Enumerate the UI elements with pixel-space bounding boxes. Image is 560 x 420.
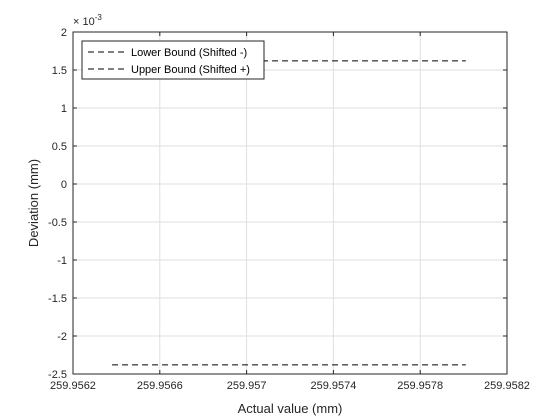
legend-label: Upper Bound (Shifted +)	[131, 64, 250, 76]
x-tick-label: 259.9578	[397, 380, 443, 392]
y-tick-label: 1.5	[52, 65, 67, 77]
y-tick-label: -0.5	[48, 217, 67, 229]
legend: Lower Bound (Shifted -) Upper Bound (Shif…	[82, 41, 264, 79]
x-tick-label: 259.9582	[484, 380, 530, 392]
y-tick-label: -2	[57, 331, 67, 343]
y-exponent-power: -3	[95, 13, 103, 22]
x-tick-label: 259.957	[227, 380, 267, 392]
y-tick-label: 2	[61, 27, 67, 39]
y-tick-label: -1	[57, 255, 67, 267]
y-tick-label: -2.5	[48, 369, 67, 381]
x-tick-labels: 259.9562 259.9566 259.957 259.9574 259.9578 2…	[50, 380, 530, 392]
y-tick-label: 1	[61, 103, 67, 115]
x-tick-label: 259.9574	[310, 380, 356, 392]
y-exponent-label: × 10-3	[73, 13, 102, 28]
y-axis-title: Deviation (mm)	[26, 159, 41, 247]
y-tick-label: 0.5	[52, 141, 67, 153]
plot-area	[73, 32, 507, 374]
legend-label: Lower Bound (Shifted -)	[131, 47, 247, 59]
x-tick-label: 259.9566	[137, 380, 183, 392]
y-tick-labels: -2.5 -2 -1.5 -1 -0.5 0 0.5 1 1.5 2	[48, 27, 67, 381]
y-tick-label: 0	[61, 179, 67, 191]
x-tick-label: 259.9562	[50, 380, 96, 392]
y-exponent-base: × 10	[73, 16, 95, 28]
x-axis-title: Actual value (mm)	[238, 401, 343, 416]
y-tick-label: -1.5	[48, 293, 67, 305]
